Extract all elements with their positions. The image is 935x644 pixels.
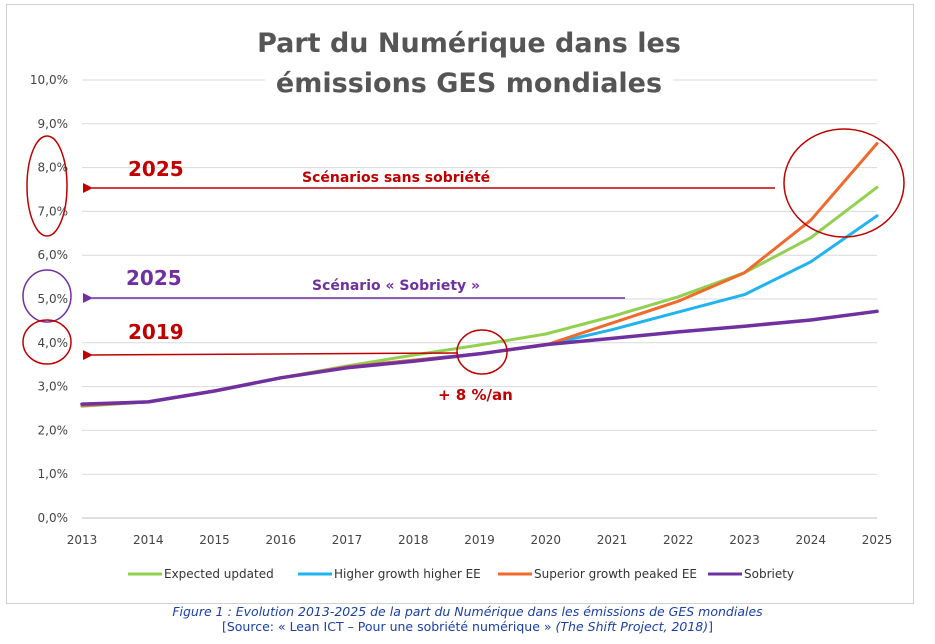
y-axis-ticks: 0,0% 1,0% 2,0% 3,0% 4,0% 5,0% 6,0% 7,0% 8,0% 9,0%…: [30, 73, 68, 525]
series-line-higher-growth-higher-ee: [80, 214, 879, 407]
x-tick-label: 2015: [199, 533, 230, 547]
y-tick-label: 4,0%: [38, 336, 69, 350]
x-tick-label: 2016: [265, 533, 296, 547]
x-tick-label: 2017: [332, 533, 363, 547]
x-tick-label: 2014: [133, 533, 164, 547]
figure-caption: Figure 1 : Evolution 2013-2025 de la par…: [0, 604, 935, 634]
caption-source-prefix: [Source: « Lean ICT – Pour une sobriété …: [221, 619, 556, 634]
y-tick-label: 6,0%: [38, 248, 69, 262]
legend-label-higher-growth-higher-ee: Higher growth higher EE: [334, 567, 481, 581]
y-tick-label: 2,0%: [38, 423, 69, 437]
x-tick-label: 2025: [862, 533, 893, 547]
y-tick-label: 3,0%: [38, 380, 69, 394]
chart-title-line1: Part du Numérique dans les: [257, 28, 681, 59]
annotation-scenarios-sans-sobriete: Scénarios sans sobriété: [302, 170, 490, 186]
x-tick-label: 2019: [464, 533, 495, 547]
y-tick-label: 9,0%: [38, 117, 69, 131]
series-line-sobriety: [80, 309, 879, 406]
y-tick-label: 1,0%: [38, 467, 69, 481]
caption-source-suffix: ]: [708, 619, 714, 634]
highlight-ellipse-2025: [783, 128, 905, 238]
annotation-2025-red: 2025: [128, 157, 184, 181]
highlight-ellipse-y-8: [26, 135, 68, 237]
caption-line2: [Source: « Lean ICT – Pour une sobriété …: [0, 619, 935, 634]
chart-title-line2: émissions GES mondiales: [276, 68, 662, 99]
caption-source-italic: (The Shift Project, 2018): [555, 619, 709, 634]
legend: Expected updated Higher growth higher EE S…: [128, 567, 794, 581]
highlight-ellipse-y-4: [22, 319, 72, 365]
caption-line1: Figure 1 : Evolution 2013-2025 de la par…: [172, 604, 763, 619]
x-tick-label: 2023: [729, 533, 760, 547]
x-tick-label: 2021: [597, 533, 628, 547]
legend-label-sobriety: Sobriety: [744, 567, 794, 581]
gridlines: [82, 79, 877, 519]
y-tick-label: 8,0%: [38, 161, 69, 175]
y-tick-label: 7,0%: [38, 204, 69, 218]
x-tick-label: 2022: [663, 533, 694, 547]
annotation-scenario-sobriety: Scénario « Sobriety »: [312, 278, 480, 294]
y-tick-label: 10,0%: [30, 73, 68, 87]
y-tick-label: 0,0%: [38, 511, 69, 525]
highlight-ellipse-y-5: [22, 269, 72, 323]
y-tick-label: 5,0%: [38, 292, 69, 306]
chart-frame: [6, 4, 914, 604]
chart: 0,0% 1,0% 2,0% 3,0% 4,0% 5,0% 6,0% 7,0% 8,0% 9,0%…: [22, 18, 905, 581]
title-backdrop: [265, 18, 673, 103]
series-lines: [80, 142, 879, 408]
x-tick-label: 2013: [67, 533, 98, 547]
x-tick-label: 2020: [530, 533, 561, 547]
annotation-growth-rate: + 8 %/an: [438, 386, 513, 404]
annotation-2025-purple: 2025: [126, 266, 182, 290]
x-tick-label: 2024: [795, 533, 826, 547]
annotation-2019: 2019: [128, 320, 184, 344]
x-tick-label: 2018: [398, 533, 429, 547]
legend-label-superior-growth-peaked-ee: Superior growth peaked EE: [534, 567, 697, 581]
x-axis-ticks: 2013 2014 2015 2016 2017 2018 2019 2020 2021 2022…: [67, 533, 893, 547]
legend-label-expected-updated: Expected updated: [164, 567, 274, 581]
highlight-ellipse-2019: [456, 329, 508, 375]
arrow-2019: [82, 350, 459, 361]
